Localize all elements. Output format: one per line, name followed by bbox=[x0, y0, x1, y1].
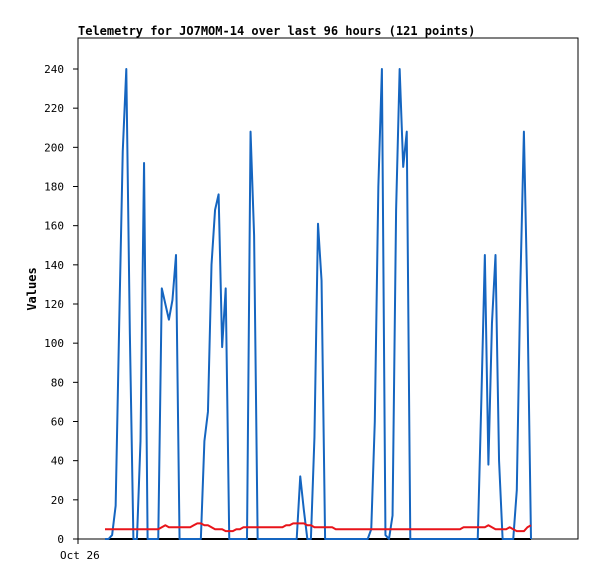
y-tick-label: 60 bbox=[51, 416, 64, 429]
series-1-line bbox=[105, 68, 532, 540]
y-tick-label: 100 bbox=[44, 337, 64, 350]
y-tick-label: 240 bbox=[44, 63, 64, 76]
y-tick-label: 160 bbox=[44, 220, 64, 233]
y-tick-label: 20 bbox=[51, 494, 64, 507]
chart-title: Telemetry for JO7MOM-14 over last 96 hou… bbox=[78, 24, 475, 38]
series-layer bbox=[105, 68, 532, 540]
y-tick-label: 80 bbox=[51, 376, 64, 389]
x-tick-label: Oct 26 bbox=[60, 549, 100, 562]
y-tick-label: 120 bbox=[44, 298, 64, 311]
x-axis: Oct 26 bbox=[60, 539, 100, 562]
y-axis-label: Values bbox=[25, 267, 39, 310]
y-tick-label: 180 bbox=[44, 181, 64, 194]
y-tick-label: 40 bbox=[51, 455, 64, 468]
y-tick-label: 200 bbox=[44, 141, 64, 154]
y-tick-label: 140 bbox=[44, 259, 64, 272]
series-2-line bbox=[105, 522, 532, 533]
y-axis: 0 20 40 60 80 100 120 140 160 180 200 220 240 bbox=[44, 63, 78, 546]
y-tick-label: 220 bbox=[44, 102, 64, 115]
y-tick-label: 0 bbox=[57, 533, 64, 546]
